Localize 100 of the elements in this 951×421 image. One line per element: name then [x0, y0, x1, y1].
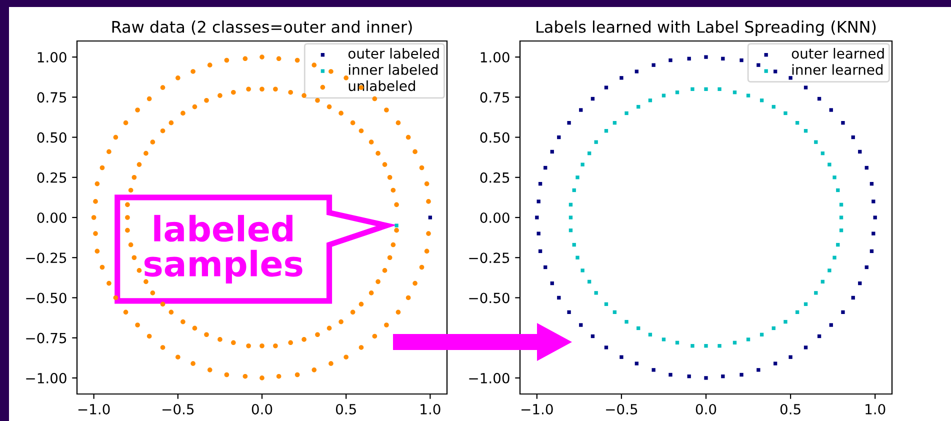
y-tick-label: 0.25	[37, 172, 66, 183]
point	[841, 310, 845, 314]
point	[662, 338, 666, 342]
point	[817, 96, 822, 101]
legend-label: inner labeled	[348, 64, 438, 75]
point	[687, 56, 691, 60]
point	[839, 216, 844, 220]
point	[662, 94, 666, 98]
point	[620, 76, 624, 80]
point	[746, 94, 750, 98]
point	[836, 242, 840, 247]
point	[580, 268, 584, 272]
point	[829, 108, 833, 112]
point	[544, 166, 548, 170]
y-tick-label: 0.75	[37, 92, 66, 103]
point	[568, 202, 573, 206]
point	[652, 63, 656, 67]
point	[704, 55, 708, 59]
point	[668, 58, 672, 62]
y-tick-label: 0.00	[480, 212, 510, 223]
point	[538, 182, 542, 186]
y-tick-label: 1.00	[480, 52, 510, 63]
point	[624, 320, 628, 324]
point	[832, 256, 836, 260]
x-tick-label: −0.5	[606, 404, 638, 414]
legend-label: unlabeled	[348, 80, 415, 92]
point	[820, 151, 825, 156]
y-tick-label: −0.75	[26, 332, 66, 344]
point	[772, 326, 776, 330]
point	[814, 291, 818, 295]
x-tick-label: 1.0	[420, 404, 440, 414]
point	[536, 232, 540, 236]
x-tick-label: −0.5	[162, 404, 194, 414]
point	[587, 151, 592, 156]
point	[580, 162, 584, 166]
point	[604, 86, 608, 90]
point	[634, 362, 639, 366]
legend-label: outer learned	[792, 48, 884, 59]
point	[704, 87, 708, 91]
chart-title: Labels learned with Label Spreading (KNN)	[536, 20, 876, 36]
x-tick-label: −1.0	[522, 404, 553, 414]
annotation: labeled samples	[144, 214, 302, 284]
point	[804, 86, 808, 90]
point	[864, 166, 868, 170]
point	[760, 98, 764, 102]
point	[557, 296, 561, 300]
point	[668, 372, 672, 377]
point	[828, 268, 832, 272]
point	[648, 98, 652, 102]
point	[690, 87, 694, 91]
point	[687, 374, 691, 378]
y-tick-label: −0.25	[26, 252, 66, 264]
y-tick-label: −0.50	[26, 292, 66, 304]
point	[567, 310, 571, 314]
point	[572, 188, 576, 192]
y-tick-label: −0.50	[469, 292, 510, 304]
point	[568, 216, 573, 220]
point	[718, 87, 722, 91]
point	[760, 332, 764, 336]
x-tick-label: 0.0	[696, 404, 716, 414]
point	[652, 368, 656, 372]
y-tick-label: 0.00	[37, 212, 66, 223]
point	[814, 140, 818, 144]
y-tick-label: −1.00	[469, 372, 510, 384]
point	[594, 291, 598, 295]
point	[804, 346, 808, 350]
point	[817, 334, 822, 338]
point	[841, 120, 845, 125]
x-tick-label: −1.0	[78, 404, 110, 414]
point	[870, 249, 874, 254]
point	[576, 176, 580, 180]
point	[740, 58, 744, 62]
point	[590, 334, 595, 338]
point	[829, 323, 833, 327]
point	[839, 202, 844, 206]
point	[704, 344, 708, 348]
point	[636, 104, 640, 109]
point	[836, 188, 840, 192]
y-tick-label: 0.50	[37, 132, 66, 143]
point	[872, 232, 876, 236]
point	[795, 120, 800, 125]
point	[544, 265, 548, 270]
point	[590, 96, 595, 101]
point	[624, 111, 628, 116]
point	[604, 346, 608, 350]
point	[721, 56, 725, 60]
y-tick-label: 0.75	[480, 92, 510, 103]
point	[690, 344, 694, 348]
point	[832, 176, 836, 180]
point	[756, 368, 760, 372]
point	[675, 90, 680, 94]
point	[858, 281, 862, 286]
point	[587, 280, 592, 284]
point	[756, 63, 760, 67]
point	[858, 150, 862, 154]
legend-label: inner learned	[792, 64, 883, 75]
point	[636, 326, 640, 330]
point	[772, 104, 776, 109]
point	[675, 340, 680, 344]
x-tick-label: 1.0	[866, 404, 886, 414]
